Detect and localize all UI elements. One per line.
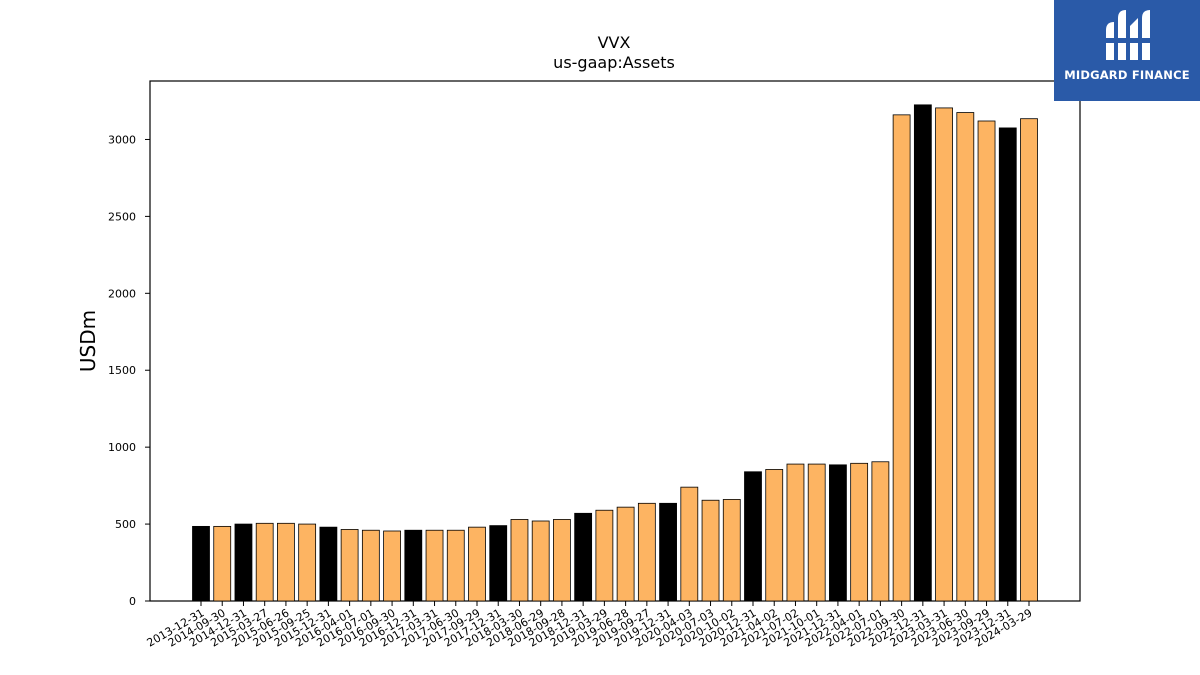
bar-2014-12-31 <box>234 523 253 602</box>
bar-2019-12-31 <box>659 502 677 602</box>
chart-title: VVX <box>598 33 631 52</box>
y-tick-label: 1000 <box>108 441 136 454</box>
y-tick-label: 3000 <box>108 133 136 146</box>
bar-2018-03-30 <box>510 519 529 602</box>
plot-area <box>149 80 1081 602</box>
bar-2018-12-31 <box>574 512 593 602</box>
bar-2020-07-03 <box>701 499 720 602</box>
bar-2016-12-31 <box>404 529 423 602</box>
logo-text: MIDGARD FINANCE <box>1064 68 1190 82</box>
bar-2019-06-28 <box>616 506 635 602</box>
bar-2020-04-03 <box>680 486 699 602</box>
y-tick-label: 2000 <box>108 287 136 300</box>
bar-2021-12-31 <box>829 464 847 602</box>
bar-2024-03-29 <box>1020 118 1038 602</box>
y-tick-label: 0 <box>129 595 136 608</box>
bar-2023-09-29 <box>977 120 996 602</box>
bar-2021-04-02 <box>765 469 784 602</box>
bar-2016-07-01 <box>361 529 380 602</box>
bar-2018-06-29 <box>531 520 550 602</box>
bar-2015-06-26 <box>277 522 295 602</box>
bar-2018-09-28 <box>553 519 571 602</box>
bar-2020-12-31 <box>744 471 762 602</box>
bar-2015-03-27 <box>255 522 274 602</box>
y-tick-label: 2500 <box>108 210 136 223</box>
bar-2015-09-25 <box>298 523 317 602</box>
bar-2017-09-29 <box>468 526 486 602</box>
y-tick-label: 1500 <box>108 364 136 377</box>
bar-2021-07-02 <box>786 463 805 602</box>
bar-2023-12-31 <box>998 127 1017 602</box>
y-tick-label: 500 <box>115 518 136 531</box>
bar-2023-03-31 <box>935 107 953 602</box>
bar-2022-09-30 <box>892 114 911 602</box>
bar-2013-12-31 <box>192 525 210 602</box>
bar-2022-07-01 <box>871 461 890 602</box>
y-axis-label: USDm <box>76 310 100 372</box>
bar-2016-04-01 <box>340 529 359 602</box>
bar-2019-03-29 <box>595 509 614 602</box>
bar-2021-10-01 <box>807 463 826 602</box>
bar-2022-04-01 <box>850 462 869 602</box>
bar-2017-03-31 <box>425 529 444 602</box>
bar-2023-06-30 <box>956 112 975 602</box>
bar-2017-12-31 <box>489 525 508 602</box>
bar-2020-10-02 <box>722 499 741 602</box>
bar-2015-12-31 <box>319 526 338 602</box>
bar-2022-12-31 <box>913 104 932 602</box>
midgard-logo-icon <box>1106 10 1150 60</box>
midgard-finance-logo: MIDGARD FINANCE <box>1054 0 1200 101</box>
bar-2014-09-30 <box>213 525 232 602</box>
bar-2016-09-30 <box>383 530 401 602</box>
bar-2017-06-30 <box>446 529 465 602</box>
bar-2019-09-27 <box>637 502 656 602</box>
chart-subtitle: us-gaap:Assets <box>553 53 675 72</box>
